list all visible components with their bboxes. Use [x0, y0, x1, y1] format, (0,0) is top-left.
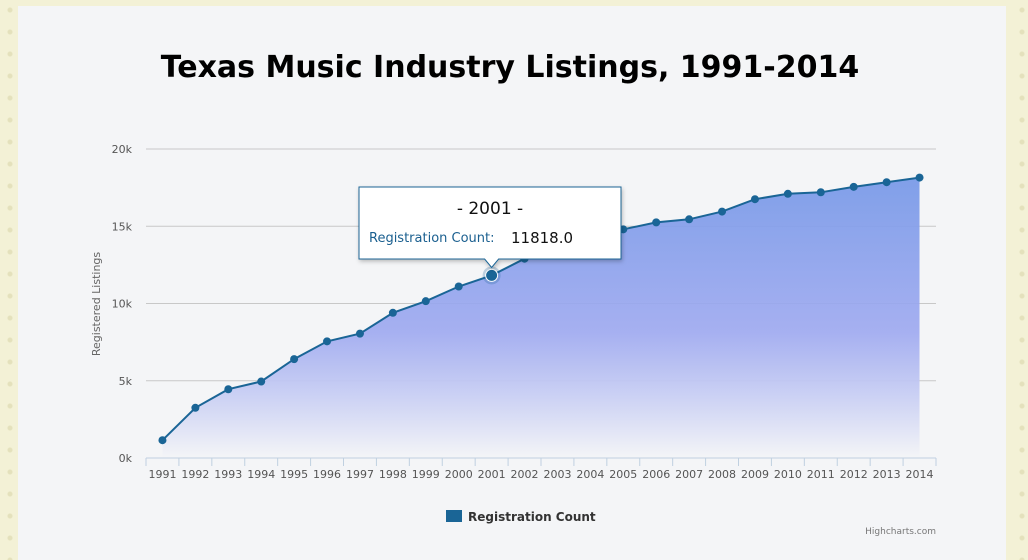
data-point[interactable] — [191, 403, 200, 412]
data-point[interactable] — [685, 215, 694, 224]
y-tick-label: 0k — [119, 452, 133, 465]
data-point[interactable] — [718, 207, 727, 216]
y-tick-label: 20k — [112, 143, 133, 156]
y-tick-label: 10k — [112, 298, 133, 311]
x-tick-label: 2000 — [445, 468, 473, 481]
x-tick-label: 2003 — [543, 468, 571, 481]
x-tick-label: 2011 — [807, 468, 835, 481]
data-point[interactable] — [915, 173, 924, 182]
tooltip-header: - 2001 - — [457, 199, 523, 219]
data-point[interactable] — [257, 377, 266, 386]
y-tick-label: 15k — [112, 220, 133, 233]
data-point[interactable] — [454, 282, 463, 291]
series-points — [158, 173, 924, 445]
x-tick-label: 2013 — [873, 468, 901, 481]
data-point[interactable] — [849, 182, 858, 191]
y-axis-ticks: 0k 5k 10k 15k 20k — [112, 143, 133, 465]
x-axis-ticks: 1991 1992 1993 1994 1995 1996 1997 1998 1999 2000… — [145, 458, 937, 481]
x-tick-label: 1997 — [346, 468, 374, 481]
data-point[interactable] — [224, 385, 233, 394]
data-point[interactable] — [323, 337, 332, 346]
series-area — [162, 177, 920, 458]
x-tick-label: 1991 — [148, 468, 176, 481]
x-tick-label: 1994 — [247, 468, 275, 481]
data-point[interactable] — [421, 297, 430, 306]
x-tick-label: 2005 — [609, 468, 637, 481]
legend-swatch[interactable] — [446, 510, 462, 522]
legend-item-registration-count[interactable]: Registration Count — [468, 510, 596, 524]
x-tick-label: 2010 — [774, 468, 802, 481]
data-point-hovered[interactable] — [485, 268, 499, 282]
tooltip-value: 11818.0 — [511, 229, 573, 247]
x-tick-label: 1993 — [214, 468, 242, 481]
x-tick-label: 2004 — [576, 468, 604, 481]
data-point[interactable] — [290, 355, 299, 364]
legend[interactable]: Registration Count — [446, 510, 596, 524]
data-point[interactable] — [750, 195, 759, 204]
x-tick-label: 2014 — [906, 468, 934, 481]
tooltip-box — [358, 186, 622, 269]
x-tick-label: 2001 — [478, 468, 506, 481]
x-tick-label: 1999 — [412, 468, 440, 481]
x-tick-label: 2006 — [642, 468, 670, 481]
tooltip: - 2001 - Registration Count: 11818.0 — [358, 186, 622, 269]
data-point[interactable] — [816, 188, 825, 197]
x-tick-label: 2009 — [741, 468, 769, 481]
y-tick-label: 5k — [119, 375, 133, 388]
tooltip-series-label: Registration Count: — [369, 231, 495, 246]
x-tick-label: 1992 — [181, 468, 209, 481]
x-tick-label: 1998 — [379, 468, 407, 481]
x-tick-label: 2007 — [675, 468, 703, 481]
credits-link[interactable]: Highcharts.com — [865, 527, 936, 537]
chart-title: Texas Music Industry Listings, 1991-2014 — [161, 50, 860, 85]
x-tick-label: 1995 — [280, 468, 308, 481]
data-point[interactable] — [652, 218, 661, 227]
x-tick-label: 2002 — [511, 468, 539, 481]
x-tick-label: 2008 — [708, 468, 736, 481]
data-point[interactable] — [158, 436, 167, 445]
x-tick-label: 2012 — [840, 468, 868, 481]
data-point[interactable] — [882, 178, 891, 187]
data-point[interactable] — [783, 189, 792, 198]
x-tick-label: 1996 — [313, 468, 341, 481]
data-point[interactable] — [355, 329, 364, 338]
data-point[interactable] — [388, 308, 397, 317]
y-axis-title: Registered Listings — [90, 252, 103, 357]
